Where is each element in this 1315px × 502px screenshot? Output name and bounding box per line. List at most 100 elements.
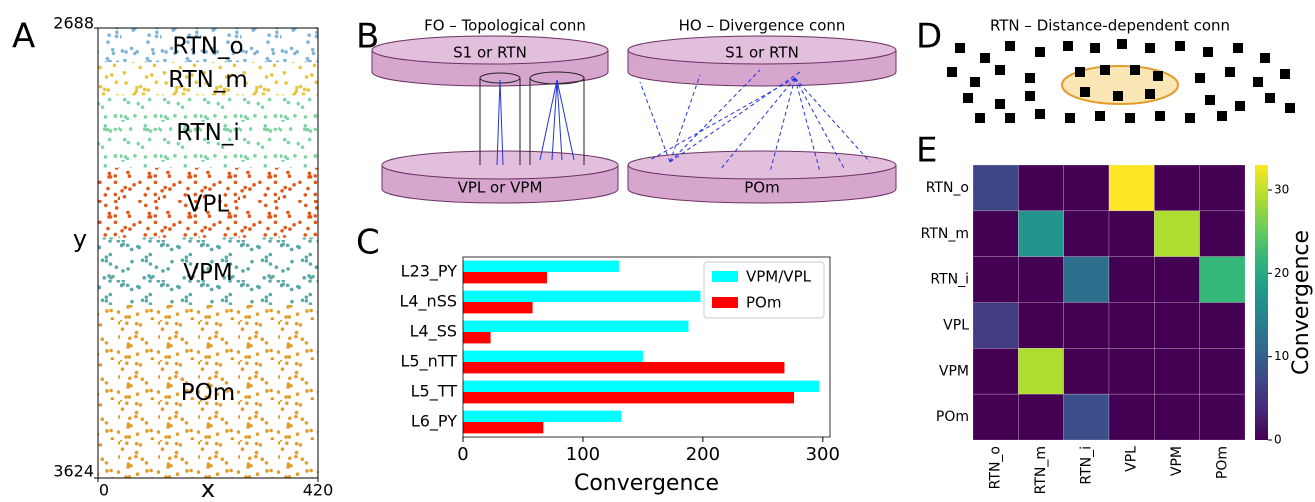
heatmap-cell [1154, 257, 1199, 303]
heatmap-cell [973, 348, 1018, 394]
heatmap-cell [1200, 394, 1245, 440]
x-tick-label: 300 [806, 444, 840, 465]
y-tick-label: L4_nSS [399, 292, 457, 312]
heatmap-cell [1200, 211, 1245, 257]
heatmap-cell [1200, 165, 1245, 211]
heatmap-cell [1154, 348, 1199, 394]
x-tick-label: 420 [303, 481, 334, 500]
row-label: RTN_m [921, 226, 969, 242]
x-axis-label: Convergence [574, 471, 719, 496]
diagram-label: S1 or RTN [725, 44, 799, 62]
column-label: VPL [1124, 446, 1140, 472]
legend-swatch [712, 271, 738, 282]
x-tick-label: 100 [566, 444, 600, 465]
diagram-title: FO – Topological conn [424, 17, 586, 35]
bar [463, 422, 543, 433]
bar [463, 392, 794, 403]
rtn-diagram [947, 39, 1295, 123]
column-label: RTN_i [1078, 446, 1094, 485]
heatmap-cell [1109, 211, 1154, 257]
bar [463, 321, 688, 332]
diagram-label: S1 or RTN [453, 44, 527, 62]
heatmap-cell [1018, 348, 1063, 394]
heatmap-cell [1064, 303, 1109, 349]
heatmap-cell [1064, 165, 1109, 211]
bar [463, 302, 533, 313]
bar [463, 261, 619, 272]
x-tick-label: 0 [457, 444, 468, 465]
heatmap-cell [973, 257, 1018, 303]
figure: A B C D E FO – Topol [0, 0, 1315, 502]
y-tick-label: L5_nTT [401, 352, 458, 372]
x-tick-label: 200 [686, 444, 720, 465]
row-label: VPM [939, 363, 969, 379]
heatmap-cell [1109, 303, 1154, 349]
diagram-title: RTN – Distance-dependent conn [990, 17, 1230, 35]
heatmap-cell [1154, 394, 1199, 440]
y-tick-label: 3624 [53, 462, 94, 481]
heatmap-cell [1064, 257, 1109, 303]
bar [463, 351, 643, 362]
y-tick-label: L23_PY [401, 262, 458, 282]
panel-label: C [356, 223, 380, 263]
heatmap-cell [1200, 303, 1245, 349]
column-label: POm [1214, 446, 1230, 479]
heatmap-cell [1109, 165, 1154, 211]
heatmap-cell [1018, 165, 1063, 211]
heatmap-cell [1200, 348, 1245, 394]
y-axis-label: y [73, 225, 87, 253]
heatmap-cell [1064, 394, 1109, 440]
legend-swatch [712, 297, 738, 308]
colorbar-tick-label: 10 [1274, 349, 1289, 363]
colorbar-tick-label: 30 [1274, 183, 1289, 197]
row-label: POm [936, 409, 969, 425]
heatmap-cell [1154, 211, 1199, 257]
diagram-label: VPL or VPM [458, 179, 543, 197]
bar [463, 381, 819, 392]
heatmap-cell [1018, 211, 1063, 257]
region-label: VPL [187, 191, 230, 217]
bar [463, 332, 491, 343]
heatmap-cell [1154, 303, 1199, 349]
heatmap-cell [1200, 257, 1245, 303]
heatmap-cell [1018, 394, 1063, 440]
colorbar [1255, 165, 1268, 440]
column-label: RTN_o [988, 446, 1004, 489]
row-label: RTN_o [926, 180, 969, 196]
diagram-title: HO – Divergence conn [679, 17, 846, 35]
heatmap-cell [1064, 348, 1109, 394]
row-label: RTN_i [930, 272, 969, 288]
heatmap-cell [1109, 394, 1154, 440]
y-tick-label: 2688 [53, 14, 94, 33]
panel-label: D [916, 17, 942, 57]
heatmap-cell [1018, 257, 1063, 303]
panel-label: A [12, 17, 35, 57]
colorbar-tick-label: 0 [1274, 433, 1282, 447]
heatmap-cell [973, 394, 1018, 440]
panel-label: E [916, 131, 937, 171]
region-label: RTN_m [168, 67, 247, 93]
y-tick-label: L6_PY [411, 412, 457, 432]
column-label: VPM [1169, 446, 1185, 476]
bar [463, 291, 700, 302]
y-tick-label: L5_TT [411, 382, 458, 402]
legend-label: POm [746, 294, 781, 312]
region-label: RTN_i [176, 120, 239, 146]
column-label: RTN_m [1033, 446, 1049, 494]
y-tick-label: L4_SS [410, 322, 457, 342]
heatmap-cell [1154, 165, 1199, 211]
heatmap-cell [973, 165, 1018, 211]
heatmap-cell [1064, 211, 1109, 257]
diagram-label: POm [744, 179, 779, 197]
legend-label: VPM/VPL [746, 268, 812, 286]
heatmap-cell [1109, 348, 1154, 394]
bar [463, 411, 621, 422]
x-tick-label: 0 [99, 481, 109, 500]
bar [463, 362, 784, 373]
colorbar-tick-label: 20 [1274, 266, 1289, 280]
heatmap-cell [973, 303, 1018, 349]
heatmap-cell [1109, 257, 1154, 303]
row-label: VPL [943, 317, 969, 333]
region-label: VPM [183, 260, 232, 286]
heatmap-cell [973, 211, 1018, 257]
